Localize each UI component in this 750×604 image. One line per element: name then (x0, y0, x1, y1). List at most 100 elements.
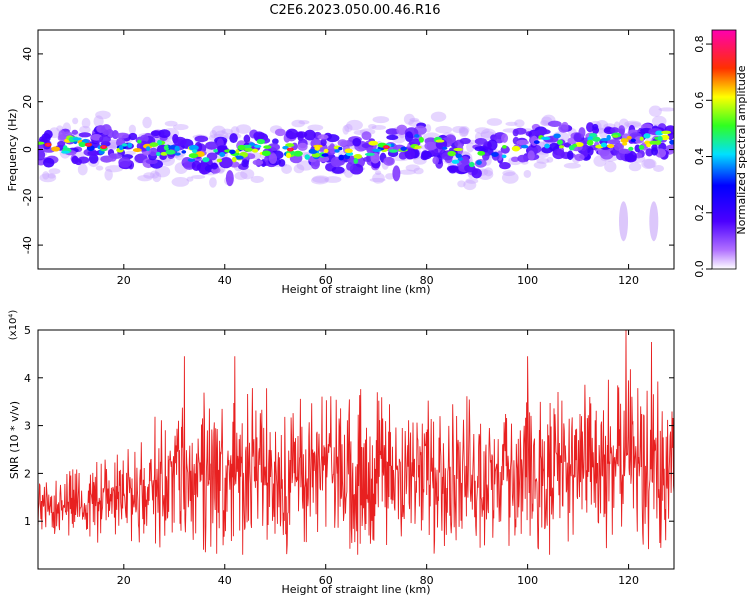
heatmap-core-blob (600, 142, 607, 148)
heatmap-halo-blob (474, 127, 490, 134)
heatmap-isolated-feature (649, 201, 659, 242)
heatmap-band-blob (645, 148, 654, 157)
heatmap-band-blob (346, 162, 354, 171)
heatmap-core-blob (353, 157, 359, 164)
heatmap-band-blob (116, 132, 130, 139)
heatmap-band-blob (274, 128, 286, 137)
heatmap-hot-spot-center (384, 145, 389, 149)
heatmap-core-blob (502, 145, 507, 149)
heatmap-band-blob (499, 161, 511, 170)
heatmap-halo-blob (624, 120, 642, 128)
heatmap-band-blob (586, 122, 595, 133)
heatmap-core-blob (435, 139, 445, 143)
heatmap-halo-blob (413, 167, 424, 175)
heatmap-band-blob (57, 140, 66, 147)
heatmap-band-blob (383, 156, 395, 166)
heatmap-band-blob (101, 124, 112, 135)
heatmap-band-blob (363, 156, 372, 162)
heatmap-halo-blob (234, 171, 248, 181)
heatmap-core-blob (181, 150, 187, 154)
heatmap-halo-blob (546, 156, 554, 163)
heatmap-core-blob (520, 144, 529, 149)
heatmap-y-tick-label: -40 (21, 236, 34, 254)
heatmap-core-blob (165, 149, 176, 155)
heatmap-halo-blob (403, 113, 415, 125)
heatmap-band-blob (145, 158, 158, 165)
heatmap-halo-blob (458, 126, 470, 134)
heatmap-halo-blob (430, 111, 447, 122)
heatmap-core-blob (174, 152, 181, 156)
heatmap-band-blob (297, 142, 308, 151)
heatmap-band-blob (118, 157, 132, 168)
heatmap-halo-blob (374, 170, 382, 176)
heatmap-core-blob (132, 148, 142, 153)
heatmap-hot-spot-center (46, 143, 50, 146)
heatmap-core-blob (285, 143, 295, 148)
snr-x-axis-label: Height of straight line (km) (281, 583, 430, 596)
heatmap-halo-blob (344, 123, 353, 133)
snr-y-tick-label: 1 (24, 515, 31, 528)
colorbar: 0.0 0.2 0.4 0.6 0.8 Normalized spectral ampl… (693, 29, 748, 278)
snr-marks (38, 330, 674, 555)
heatmap-hot-spot-center (86, 143, 91, 146)
heatmap-hot-spot-center (288, 148, 293, 151)
snr-x-ticks: 20 40 60 80 100 120 (117, 330, 639, 587)
heatmap-halo-blob (536, 158, 550, 164)
heatmap-core-blob (558, 145, 564, 149)
heatmap-band-blob (337, 139, 348, 147)
heatmap-core-blob (187, 158, 196, 162)
heatmap-core-blob (575, 142, 584, 147)
heatmap-halo-blob (152, 171, 162, 183)
snr-y-axis-label: SNR (10 * v/v) (8, 401, 21, 479)
heatmap-halo-blob (486, 118, 503, 126)
heatmap-core-blob (157, 139, 162, 146)
heatmap-halo-blob (405, 164, 420, 172)
heatmap-core-blob (321, 153, 329, 157)
heatmap-halo-blob (172, 124, 189, 131)
heatmap-core-blob (457, 157, 464, 161)
heatmap-halo-blob (452, 125, 466, 134)
snr-y-tick-label: 4 (24, 372, 31, 385)
heatmap-core-blob (353, 153, 363, 160)
colorbar-tick-label: 0.2 (693, 204, 706, 222)
heatmap-band-blob (109, 153, 123, 159)
heatmap-band-blob (459, 137, 471, 145)
heatmap-panel: 20 40 60 80 100 120 -40 -20 0 20 40 Height of str… (6, 29, 675, 296)
heatmap-band-blob (420, 153, 429, 161)
heatmap-core-blob (540, 136, 551, 141)
heatmap-y-ticks: -40 -20 0 20 40 (21, 47, 674, 254)
heatmap-halo-blob (105, 165, 123, 173)
heatmap-band-blob (539, 129, 551, 135)
heatmap-halo-blob (39, 173, 57, 183)
heatmap-core-blob (244, 147, 253, 152)
heatmap-halo-blob (466, 141, 475, 153)
heatmap-core-blob (231, 156, 237, 163)
heatmap-core-blob (216, 158, 223, 163)
heatmap-halo-blob (643, 158, 657, 169)
heatmap-halo-blob (209, 130, 218, 139)
heatmap-halo-blob (209, 177, 217, 188)
heatmap-core-blob (78, 141, 87, 148)
heatmap-band-blob (386, 134, 399, 141)
heatmap-halo-blob (502, 170, 516, 177)
heatmap-halo-blob (191, 174, 206, 179)
heatmap-band-blob (574, 153, 585, 162)
heatmap-core-blob (229, 149, 236, 155)
heatmap-band-blob (567, 150, 574, 161)
heatmap-core-blob (86, 145, 95, 152)
heatmap-band-blob (173, 136, 187, 147)
heatmap-band-blob (99, 135, 111, 143)
heatmap-core-blob (476, 160, 482, 165)
colorbar-gradient (711, 29, 737, 270)
heatmap-band-blob (43, 157, 55, 168)
heatmap-band-blob (241, 159, 249, 168)
heatmap-core-blob (646, 143, 651, 148)
heatmap-core-blob (314, 145, 321, 151)
heatmap-halo-blob (465, 178, 479, 184)
heatmap-band-blob (424, 141, 437, 151)
heatmap-band-blob (432, 156, 439, 165)
heatmap-core-blob (491, 152, 499, 157)
heatmap-band-blob (38, 136, 48, 143)
heatmap-halo-blob (47, 173, 56, 179)
heatmap-halo-blob (281, 164, 292, 174)
